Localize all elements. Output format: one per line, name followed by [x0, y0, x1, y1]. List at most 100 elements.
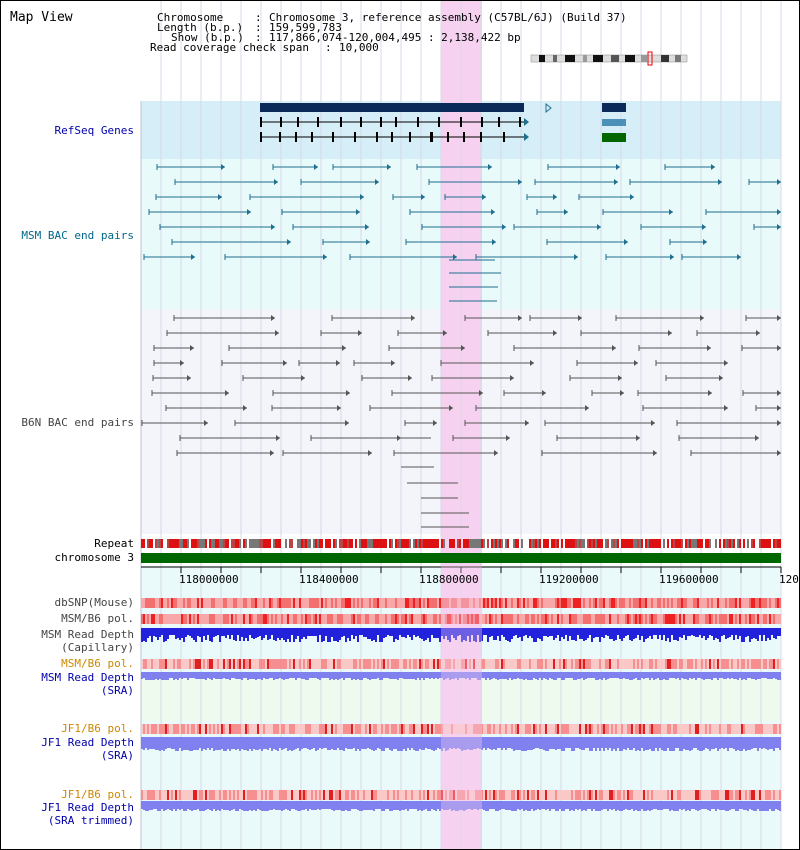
msm-b6-pol-strip: [279, 614, 281, 624]
jf1-b6-pol-trimmed-strip: [415, 790, 417, 800]
msm-depth-capillary-bar: [233, 628, 235, 640]
msm-b6-pol-sra-strip: [427, 659, 429, 669]
dbsnp-strip: [249, 598, 251, 608]
jf1-b6-pol-strip: [233, 724, 235, 734]
msm-b6-pol-strip: [723, 614, 725, 624]
jf1-b6-pol-strip: [349, 724, 351, 734]
repeat-mark: [383, 539, 385, 548]
jf1-b6-pol-strip: [713, 724, 715, 734]
dbsnp-strip: [573, 598, 575, 608]
msm-b6-pol-sra-strip: [399, 659, 401, 669]
msm-depth-capillary-bar: [157, 628, 159, 640]
jf1-depth-trimmed-bar: [633, 801, 635, 811]
jf1-b6-pol-strip: [225, 724, 227, 734]
repeat-mark: [275, 539, 277, 548]
repeat-mark: [193, 539, 195, 548]
jf1-b6-pol-strip: [571, 724, 573, 734]
dbsnp-strip: [147, 598, 149, 608]
msm-b6-pol-sra-strip: [207, 659, 209, 669]
jf1-b6-pol-strip: [175, 724, 177, 734]
jf1-depth-trimmed-bar: [399, 801, 401, 811]
jf1-b6-pol-trimmed-strip: [203, 790, 205, 800]
jf1-b6-pol-strip: [371, 724, 373, 734]
jf1-b6-pol-strip: [149, 724, 151, 734]
jf1-depth-bar: [661, 737, 663, 750]
jf1-b6-pol-trimmed-strip: [473, 790, 475, 800]
repeat-mark: [341, 539, 343, 548]
msm-b6-pol-strip: [281, 614, 283, 624]
msm-b6-pol-sra-strip: [317, 659, 319, 669]
msm-b6-pol-sra-strip: [569, 659, 571, 669]
msm-depth-capillary-bar: [499, 628, 501, 641]
dbsnp-strip: [461, 598, 463, 608]
msm-b6-pol-strip: [615, 614, 617, 624]
msm-b6-pol-strip: [643, 614, 645, 624]
jf1-depth-bar: [589, 737, 591, 751]
dbsnp-strip: [311, 598, 313, 608]
b6n-bac-pair: [668, 330, 672, 336]
msm-b6-pol-sra-strip: [563, 659, 565, 669]
gene-arrow: [545, 102, 552, 114]
msm-b6-pol-strip: [535, 614, 537, 624]
jf1-b6-pol-strip: [527, 724, 529, 734]
dbsnp-strip: [177, 598, 179, 608]
jf1-depth-bar: [411, 737, 413, 748]
jf1-b6-pol-trimmed-strip: [553, 790, 555, 800]
jf1-b6-pol-strip: [491, 724, 493, 734]
jf1-depth-trimmed-bar: [579, 801, 581, 809]
msm-depth-capillary-bar: [307, 628, 309, 636]
jf1-depth-trimmed-bar: [243, 801, 245, 811]
msm-b6-pol-sra-strip: [321, 659, 323, 669]
jf1-depth-trimmed-bar: [353, 801, 355, 809]
msm-b6-pol-sra-strip: [193, 659, 195, 669]
jf1-b6-pol-trimmed-strip: [643, 790, 645, 800]
repeat-mark: [363, 539, 365, 548]
chromosome-ideogram[interactable]: [529, 51, 693, 67]
jf1-depth-bar: [439, 737, 441, 749]
msm-b6-pol-strip: [345, 614, 347, 624]
jf1-depth-bar: [719, 737, 721, 749]
dbsnp-strip: [723, 598, 725, 608]
msm-b6-pol-sra-strip: [429, 659, 431, 669]
jf1-depth-trimmed-bar: [197, 801, 199, 809]
msm-b6-pol-sra-strip: [503, 659, 505, 669]
msm-depth-sra-bar: [437, 672, 439, 679]
jf1-depth-trimmed-bar: [621, 801, 623, 811]
jf1-depth-trimmed-bar: [595, 801, 597, 811]
msm-b6-pol-sra-strip: [143, 659, 145, 669]
msm-b6-pol-strip: [735, 614, 737, 624]
repeat-mark: [191, 539, 193, 548]
msm-depth-capillary-bar: [467, 628, 469, 636]
jf1-depth-trimmed-bar: [297, 801, 299, 811]
repeat-mark: [209, 539, 211, 548]
msm-b6-pol-sra-strip: [759, 659, 761, 669]
msm-depth-sra-bar: [423, 672, 425, 680]
jf1-b6-pol-trimmed-strip: [715, 790, 717, 800]
msm-depth-capillary-bar: [445, 628, 447, 636]
msm-depth-sra-bar: [603, 672, 605, 678]
dbsnp-strip: [333, 598, 335, 608]
jf1-depth-bar: [611, 737, 613, 751]
jf1-b6-pol-strip: [607, 724, 609, 734]
repeat-mark: [775, 539, 777, 548]
repeat-mark: [395, 539, 397, 548]
msm-depth-sra-bar: [221, 672, 223, 679]
msm-depth-sra-bar: [665, 672, 667, 680]
jf1-b6-pol-strip: [161, 724, 163, 734]
jf1-b6-pol-strip: [241, 724, 243, 734]
msm-depth-capillary-bar: [309, 628, 311, 636]
jf1-b6-pol-trimmed-strip: [349, 790, 351, 800]
msm-depth-capillary-bar: [473, 628, 475, 641]
msm-depth-sra-bar: [567, 672, 569, 678]
jf1-depth-trimmed-bar: [305, 801, 307, 809]
dbsnp-strip: [479, 598, 481, 608]
msm-depth-sra-bar: [449, 672, 451, 680]
msm-b6-pol-strip: [269, 614, 271, 624]
msm-b6-pol-sra-strip: [229, 659, 231, 669]
msm-b6-pol-strip: [253, 614, 255, 624]
msm-b6-pol-sra-strip: [271, 659, 273, 669]
msm-depth-capillary-bar: [477, 628, 479, 635]
jf1-depth-trimmed-bar: [641, 801, 643, 809]
msm-b6-pol-sra-strip: [735, 659, 737, 669]
